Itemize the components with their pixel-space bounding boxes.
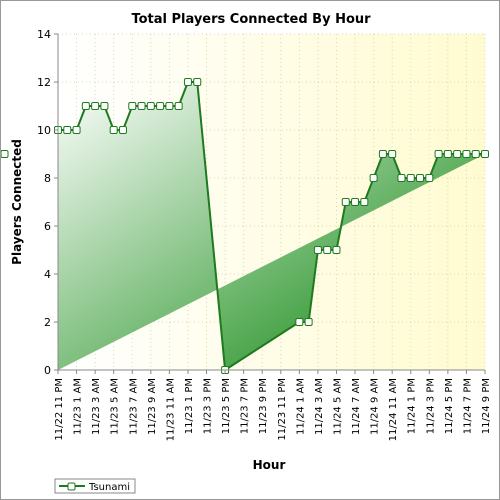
data-point <box>165 102 174 110</box>
data-point <box>323 246 332 254</box>
x-tick-label: 11/24 3 AM <box>314 378 325 435</box>
data-point <box>360 198 369 206</box>
x-tick-label: 11/24 1 AM <box>295 378 306 435</box>
data-point <box>388 150 397 158</box>
data-point <box>434 150 443 158</box>
data-point <box>63 126 72 134</box>
data-point <box>313 246 322 254</box>
y-tick-label: 8 <box>44 172 51 185</box>
y-tick-labels: 0 2 4 6 8 10 12 14 <box>37 28 58 377</box>
x-tick-label: 11/22 11 PM <box>54 378 65 441</box>
data-point <box>341 198 350 206</box>
data-point <box>81 102 90 110</box>
data-point <box>425 174 434 182</box>
x-tick-labels: 11/22 11 PM 11/23 1 AM 11/23 3 AM 11/23 5 A… <box>54 370 492 441</box>
x-tick-label: 11/24 3 PM <box>425 378 436 434</box>
x-tick-label: 11/24 11 AM <box>388 378 399 441</box>
x-tick-label: 11/23 11 PM <box>277 378 288 441</box>
y-tick-label: 0 <box>44 364 51 377</box>
y-tick-label: 4 <box>44 268 51 281</box>
x-tick-label: 11/23 1 PM <box>184 378 195 434</box>
data-point <box>118 126 127 134</box>
y-tick-label: 12 <box>37 76 51 89</box>
data-point <box>295 318 304 326</box>
x-tick-label: 11/24 5 AM <box>332 378 343 435</box>
y-tick-label: 6 <box>44 220 51 233</box>
x-tick-label: 11/24 9 AM <box>370 378 381 435</box>
x-tick-label: 11/24 9 PM <box>481 378 492 434</box>
x-tick-label: 11/24 7 PM <box>462 378 473 434</box>
data-point <box>351 198 360 206</box>
data-point <box>369 174 378 182</box>
x-tick-label: 11/23 3 AM <box>91 378 102 435</box>
data-point <box>481 150 489 158</box>
chart-title: Total Players Connected By Hour <box>131 12 371 27</box>
area-fill <box>58 82 485 370</box>
data-point <box>174 102 183 110</box>
data-point <box>193 78 202 86</box>
x-tick-label: 11/23 9 PM <box>258 378 269 434</box>
data-point <box>304 318 313 326</box>
x-tick-label: 11/24 5 PM <box>444 378 455 434</box>
x-tick-label: 11/23 7 AM <box>128 378 139 435</box>
legend-label-tsunami: Tsunami <box>88 482 130 493</box>
data-point <box>100 102 109 110</box>
x-tick-label: 11/23 11 AM <box>165 378 176 441</box>
data-point <box>462 150 471 158</box>
data-point <box>443 150 452 158</box>
y-tick-label: 2 <box>44 316 51 329</box>
x-tick-label: 11/23 5 PM <box>221 378 232 434</box>
x-axis-label: Hour <box>253 458 286 472</box>
data-point <box>416 174 425 182</box>
data-point <box>137 102 146 110</box>
data-point <box>146 102 155 110</box>
data-point <box>183 78 192 86</box>
x-tick-label: 11/23 9 AM <box>147 378 158 435</box>
axes <box>57 34 485 371</box>
data-point <box>156 102 165 110</box>
data-point <box>471 150 480 158</box>
data-point <box>453 150 462 158</box>
data-point <box>1 150 9 158</box>
y-axis-label: Players Connected <box>10 139 24 265</box>
y-tick-label: 14 <box>37 28 51 41</box>
x-tick-label: 11/23 3 PM <box>203 378 214 434</box>
legend-marker-icon <box>67 482 76 491</box>
legend: Tsunami <box>54 478 136 494</box>
data-point <box>91 102 100 110</box>
data-point <box>128 102 137 110</box>
x-tick-label: 11/23 1 AM <box>73 378 84 435</box>
y-tick-label: 10 <box>37 124 51 137</box>
data-point <box>397 174 406 182</box>
data-point <box>378 150 387 158</box>
x-tick-label: 11/23 7 PM <box>240 378 251 434</box>
data-point <box>332 246 341 254</box>
x-tick-label: 11/23 5 AM <box>110 378 121 435</box>
x-tick-label: 11/24 1 PM <box>407 378 418 434</box>
x-tick-label: 11/24 7 AM <box>351 378 362 435</box>
data-point <box>406 174 415 182</box>
data-point <box>72 126 81 134</box>
data-point <box>109 126 118 134</box>
series-markers <box>1 78 489 374</box>
